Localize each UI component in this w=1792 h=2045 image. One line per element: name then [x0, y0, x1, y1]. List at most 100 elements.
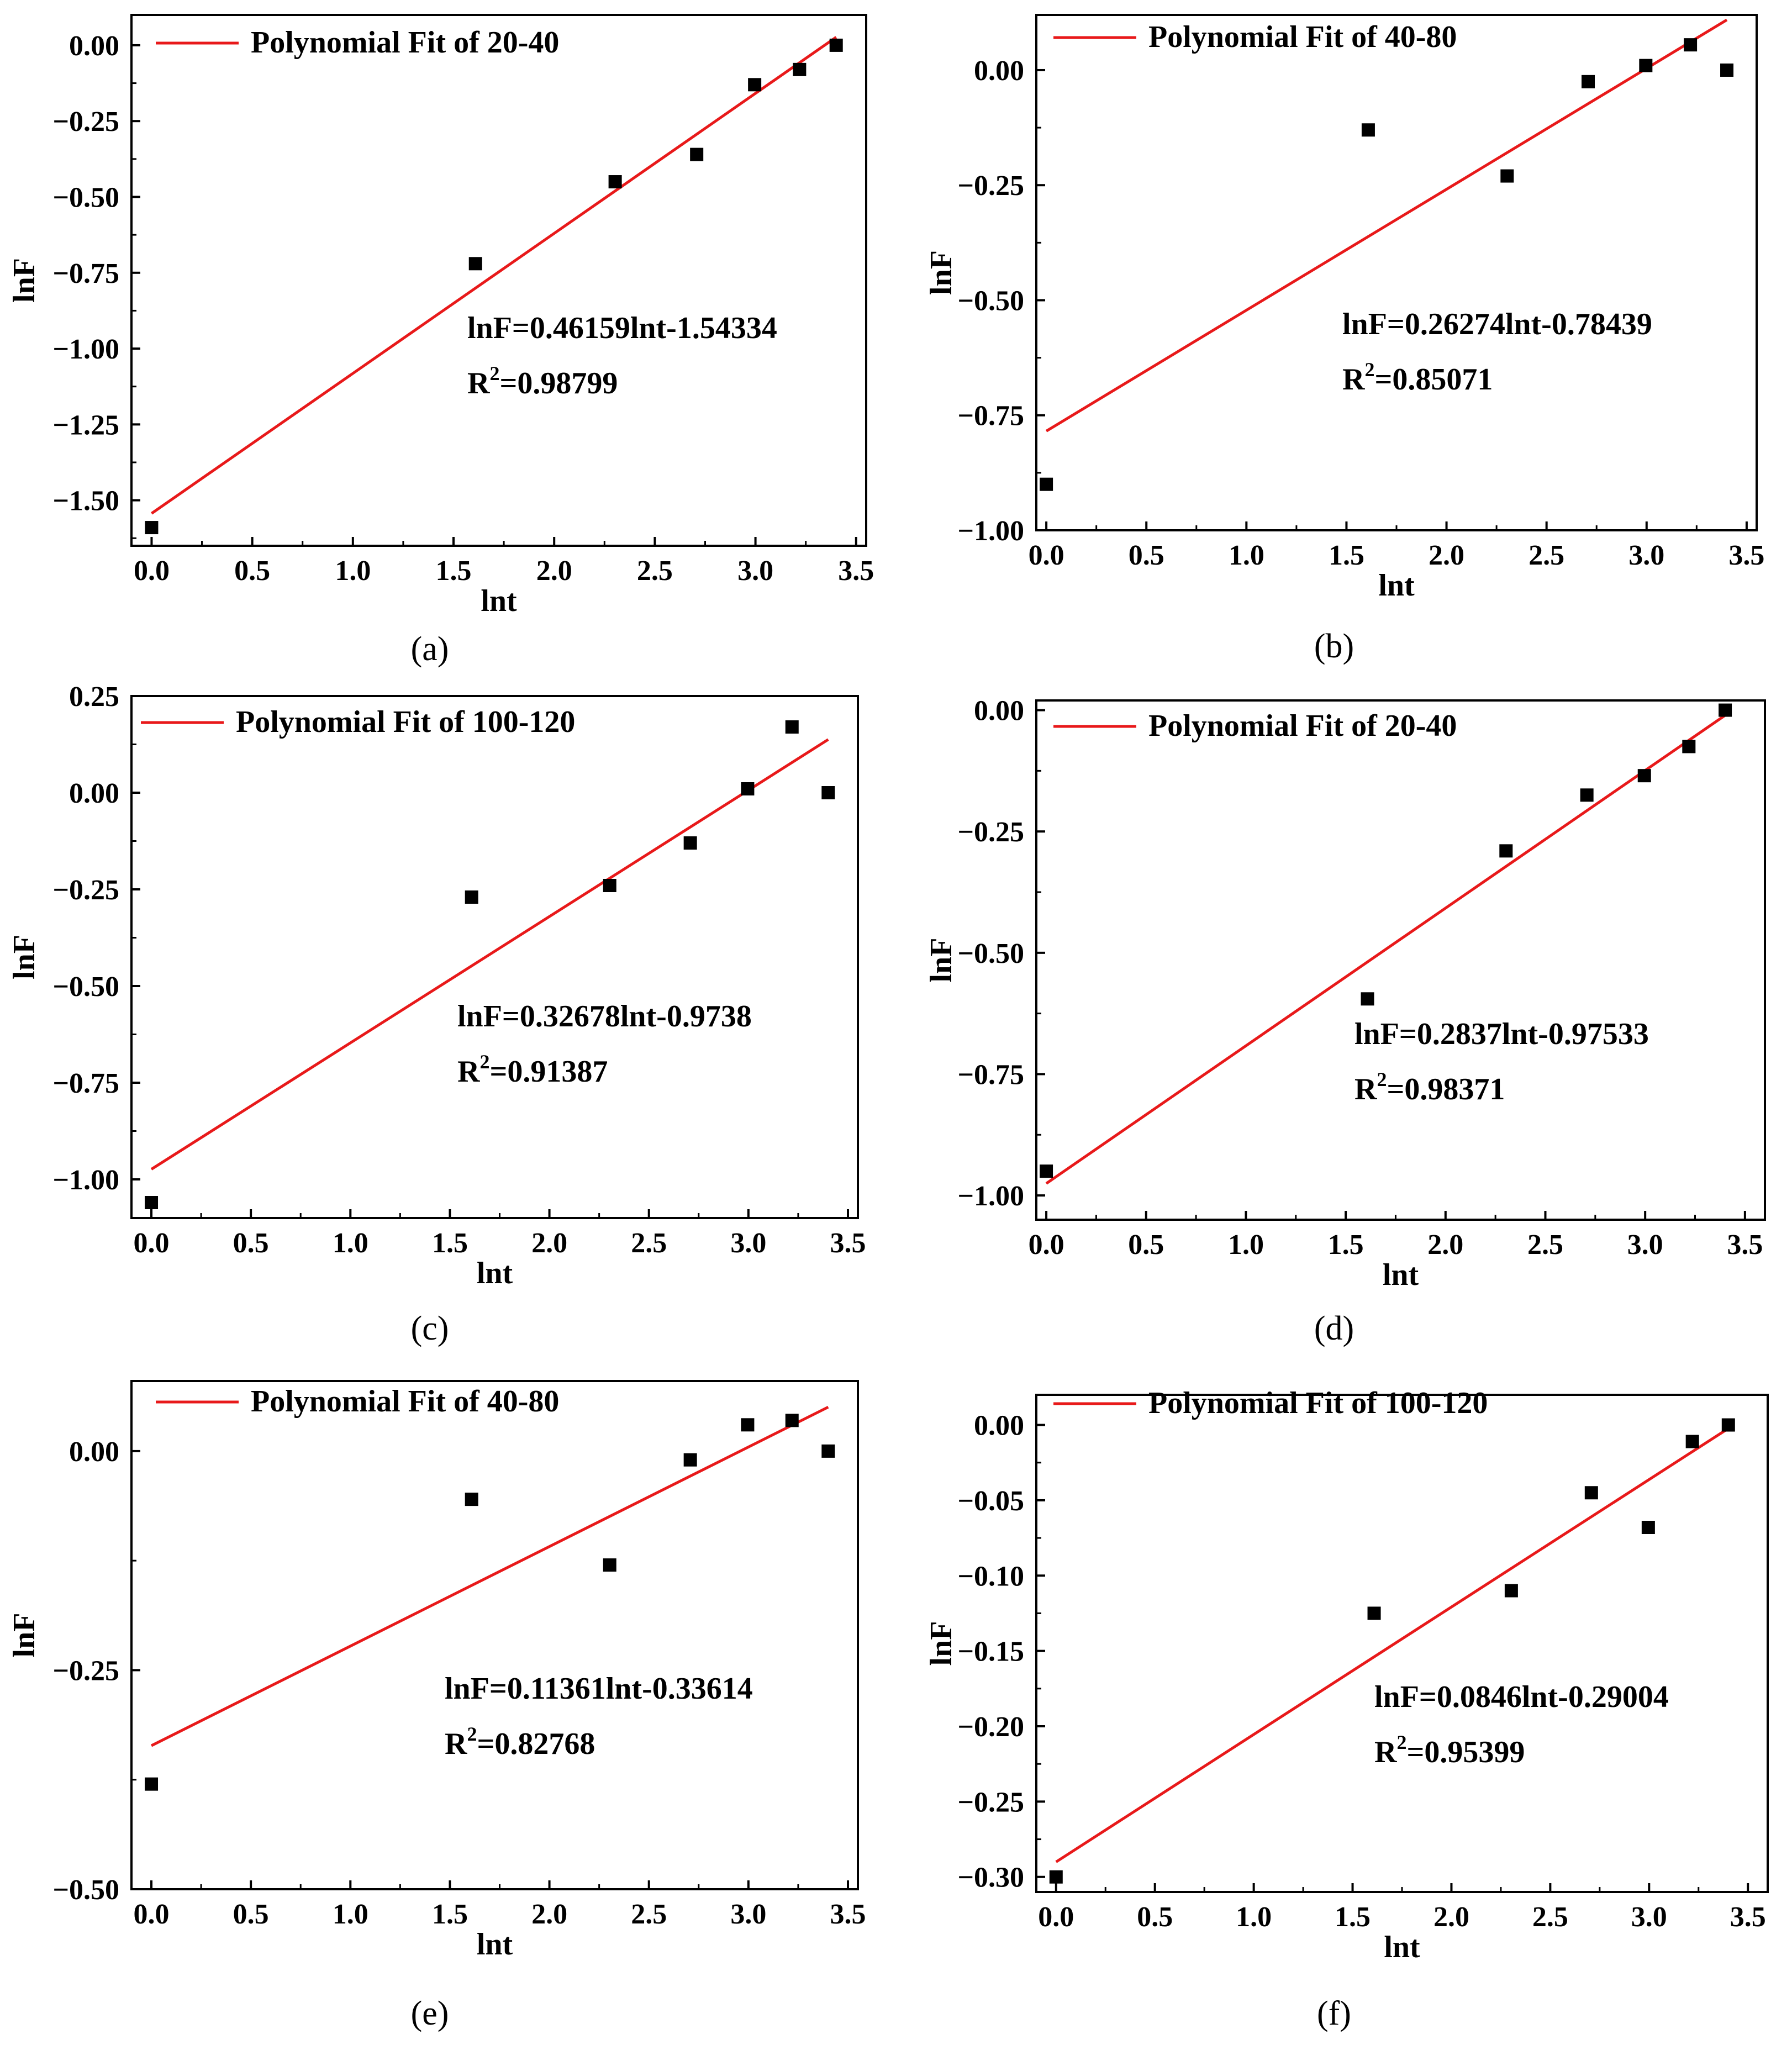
y-tick-label: 0.00	[69, 1436, 119, 1468]
plot-frame	[130, 14, 867, 547]
x-axis-title: lnt	[481, 584, 517, 618]
legend-label: Polynomial Fit of 20-40	[251, 25, 559, 60]
x-tick-label: 2.0	[531, 1899, 567, 1930]
y-tick-label: −0.75	[957, 400, 1024, 432]
data-point	[1682, 740, 1696, 753]
x-tick-label: 0.0	[1029, 540, 1064, 571]
panel-caption: (d)	[1314, 1310, 1354, 1347]
data-point	[785, 720, 799, 734]
fit-equation: lnF=0.32678lnt-0.9738	[457, 999, 752, 1034]
y-tick-label: −0.15	[957, 1636, 1024, 1668]
data-point	[603, 1558, 616, 1572]
data-point	[748, 78, 762, 92]
y-tick-label: 0.00	[974, 695, 1024, 727]
legend-label: Polynomial Fit of 100-120	[236, 705, 575, 739]
r-squared-value: =0.98371	[1387, 1072, 1505, 1106]
data-point	[1720, 63, 1734, 77]
x-tick-label: 0.5	[234, 555, 270, 587]
fit-equation: lnF=0.46159lnt-1.54334	[467, 311, 777, 345]
chart-panel-c: 0.0 0.5 1.0 1.5 2.0 2.5 3.0 3.5 0.25 0.00 −0.25 −0.…	[7, 681, 866, 1347]
data-point	[1721, 1418, 1735, 1432]
r-squared-exponent: 2	[489, 362, 499, 384]
x-tick-label: 3.0	[1628, 540, 1664, 571]
x-tick-label: 3.0	[1627, 1229, 1663, 1261]
y-tick-label: −0.25	[957, 1786, 1024, 1818]
data-point	[1685, 1435, 1699, 1448]
x-tick-label: 2.5	[1529, 540, 1564, 571]
r-squared-exponent: 2	[1377, 1068, 1387, 1090]
y-tick-label: −0.50	[52, 971, 119, 1003]
y-axis-title: lnF	[924, 938, 958, 983]
data-point	[1504, 1584, 1518, 1598]
x-tick-label: 2.5	[631, 1899, 667, 1930]
x-tick-label: 3.0	[730, 1899, 766, 1930]
y-tick-label: −0.50	[957, 938, 1024, 969]
legend-label: Polynomial Fit of 40-80	[1148, 20, 1457, 54]
r-squared-symbol: R	[467, 366, 490, 400]
x-tick-label: 3.5	[830, 1899, 866, 1930]
x-tick-label: 1.0	[1236, 1901, 1272, 1933]
y-tick-label: 0.00	[69, 30, 119, 62]
x-tick-label: 1.5	[432, 1899, 468, 1930]
data-point	[1361, 992, 1374, 1006]
x-tick-label: 1.0	[333, 1899, 368, 1930]
r-squared-exponent: 2	[1364, 359, 1374, 381]
x-tick-label: 2.0	[1429, 540, 1464, 571]
y-tick-label: −0.25	[52, 106, 119, 138]
y-tick-label: −0.20	[957, 1711, 1024, 1743]
r-squared-symbol: R	[1342, 362, 1365, 397]
x-axis-title: lnt	[1378, 568, 1415, 603]
fit-line	[150, 1405, 829, 1747]
r-squared-exponent: 2	[467, 1723, 477, 1745]
data-point	[683, 836, 697, 850]
data-point	[608, 175, 622, 189]
r-squared: R2=0.95399	[1374, 1731, 1525, 1769]
y-tick-label: −0.30	[957, 1862, 1024, 1894]
y-axis-title: lnF	[924, 250, 958, 295]
y-tick-label: −0.75	[957, 1059, 1024, 1090]
fit-line	[150, 738, 829, 1171]
data-point	[1684, 38, 1698, 52]
y-tick-label: −0.75	[52, 1068, 119, 1099]
x-tick-label: 2.5	[1532, 1901, 1568, 1933]
x-tick-label: 0.0	[134, 1899, 170, 1930]
y-axis-title: lnF	[7, 1613, 41, 1658]
r-squared-symbol: R	[1354, 1072, 1377, 1106]
y-tick-label: −0.25	[52, 874, 119, 906]
fit-equation: lnF=0.11361lnt-0.33614	[445, 1672, 753, 1706]
x-axis-title: lnt	[1383, 1258, 1419, 1292]
plot-frame	[130, 695, 859, 1219]
y-tick-label: −0.75	[52, 258, 119, 289]
x-tick-label: 1.5	[1329, 540, 1364, 571]
panels: 0.0 0.5 1.0 1.5 2.0 2.5 3.0 3.5 0.00 −0.25 −0.50 −0…	[7, 14, 1769, 2032]
data-point	[821, 786, 835, 799]
legend-label: Polynomial Fit of 100-120	[1148, 1386, 1488, 1420]
y-tick-label: −1.50	[52, 486, 119, 517]
y-axis-title: lnF	[924, 1621, 958, 1666]
data-point	[1040, 1164, 1053, 1178]
x-tick-label: 1.0	[1228, 1229, 1264, 1261]
x-tick-label: 2.5	[1527, 1229, 1563, 1261]
r-squared: R2=0.98371	[1354, 1068, 1505, 1106]
data-point	[741, 782, 755, 795]
data-point	[1500, 169, 1514, 183]
y-tick-label: −1.00	[52, 334, 119, 365]
panel-caption: (c)	[411, 1310, 449, 1347]
x-axis-title: lnt	[477, 1927, 513, 1962]
data-point	[785, 1414, 799, 1427]
y-tick-label: −0.25	[957, 170, 1024, 202]
r-squared-value: =0.98799	[499, 366, 618, 400]
y-axis-title: lnF	[7, 258, 41, 303]
data-point	[829, 38, 843, 52]
data-point	[1582, 75, 1595, 88]
x-tick-label: 2.0	[1427, 1229, 1463, 1261]
y-tick-label: −0.05	[957, 1485, 1024, 1517]
data-point	[1580, 788, 1594, 802]
fit-equation: lnF=0.0846lnt-0.29004	[1374, 1680, 1669, 1714]
data-point	[145, 521, 159, 535]
chart-panel-e: 0.0 0.5 1.0 1.5 2.0 2.5 3.0 3.5 0.00 −0.25 −0.50 ln…	[7, 1380, 866, 2032]
data-point	[145, 1777, 159, 1791]
r-squared: R2=0.98799	[467, 362, 618, 400]
x-tick-label: 1.0	[335, 555, 371, 587]
y-tick-label: −0.50	[957, 285, 1024, 317]
